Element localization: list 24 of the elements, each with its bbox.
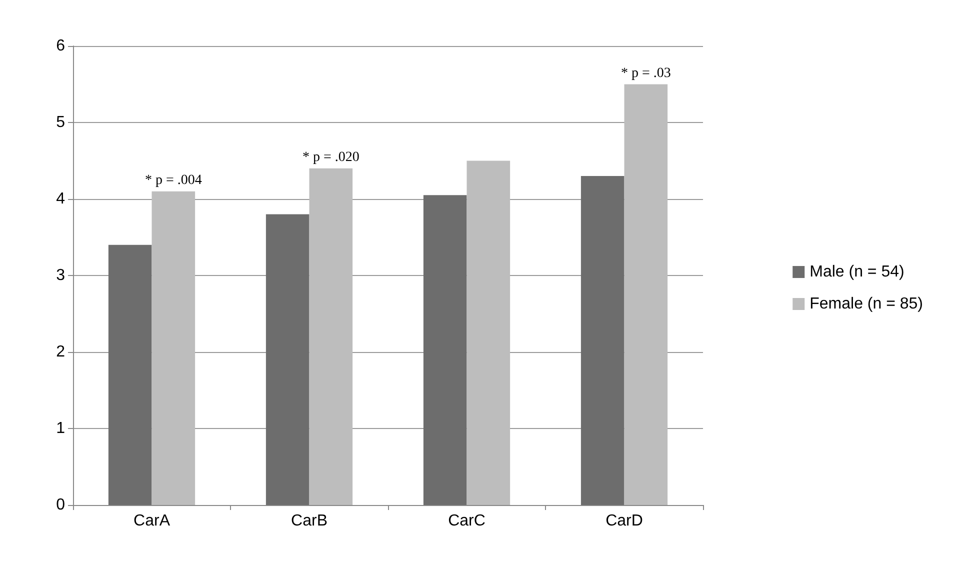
y-tick-label: 2 [56,344,66,360]
legend-label: Male (n = 54) [810,264,904,280]
y-tick-label: 3 [56,267,66,284]
bar [580,176,624,505]
annotation: * p = .03 [620,66,671,81]
y-tick-label: 6 [56,38,66,54]
legend-label: Female (n = 85) [810,296,924,312]
bar [466,160,510,505]
bar [309,168,353,505]
bar [423,195,467,505]
y-tick-label: 5 [56,114,66,131]
annotation: * p = .004 [144,172,202,188]
bar [624,84,668,505]
x-tick-label: CarA [134,512,170,530]
annotation: * p = .020 [302,150,360,165]
x-tick-label: CarD [606,512,643,530]
bar [108,244,152,505]
bar [266,214,310,505]
y-tick-label: 4 [56,190,66,208]
bar [152,191,196,505]
y-tick-label: 1 [56,420,66,437]
y-tick-label: 0 [56,496,66,514]
x-tick-label: CarB [291,512,328,530]
x-tick-label: CarC [448,512,486,530]
